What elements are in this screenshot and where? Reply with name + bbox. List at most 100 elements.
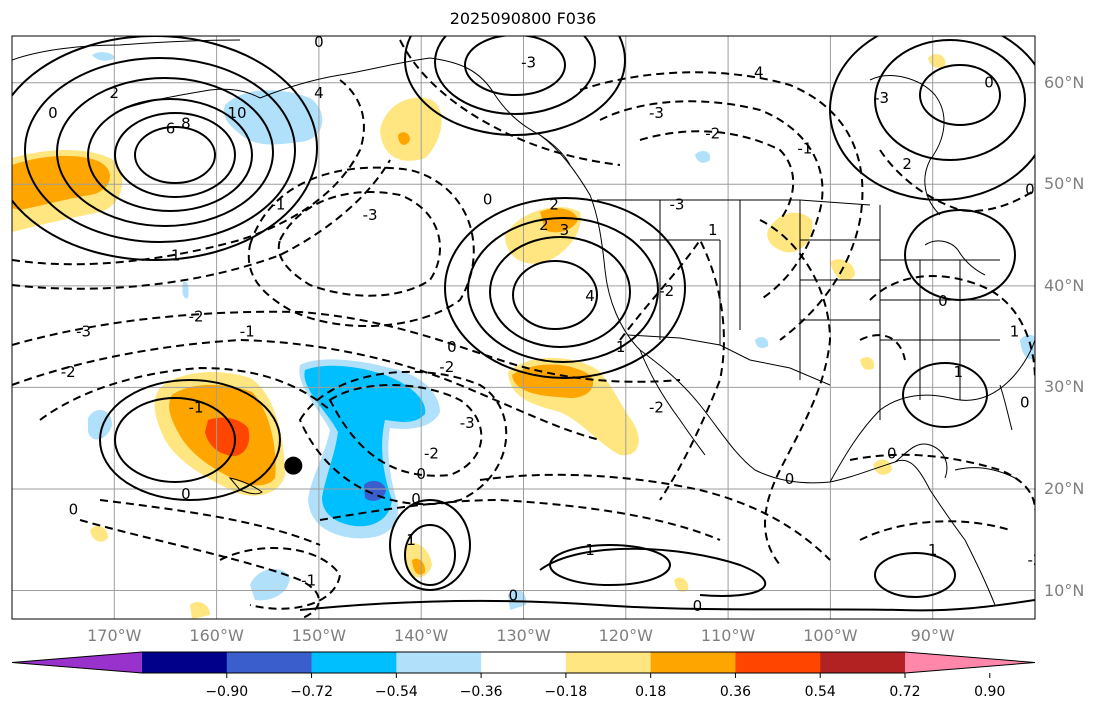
colorbar-tick-label: −0.36 [459, 684, 503, 700]
contour-label: -3 [76, 323, 91, 341]
colorbar-tick-label: 0.72 [889, 684, 921, 700]
colorbar-tick-label: −0.90 [205, 684, 249, 700]
contour-neg-north-edge [399, 39, 621, 166]
contour-label: -1 [797, 140, 812, 158]
contour-high-california-4 [444, 197, 686, 379]
colorbar-tick-label: −0.18 [544, 684, 588, 700]
contour-neg-trough-mid [759, 219, 832, 566]
contour-label: 0 [416, 465, 426, 483]
contour-neg-pac-2 [12, 338, 601, 441]
contour-neg-hawaii-low [219, 547, 342, 610]
contour-high-hudson-1 [919, 64, 1001, 126]
colorbar-tick-label: 0.54 [804, 684, 836, 700]
longitude-label: 110°W [700, 626, 756, 645]
latitude-label: 40°N [1044, 275, 1085, 295]
colorbar-tick-label: −0.72 [290, 684, 333, 700]
colorbar-segment [735, 652, 821, 673]
coastline-north-america [259, 57, 996, 606]
contour-neg-south-3 [319, 498, 721, 541]
contour-label: 1 [928, 541, 938, 559]
contour-high-north-3 [404, 36, 626, 136]
colorbar-tick-label: 0.90 [974, 684, 1006, 700]
contour-label: 6 [166, 119, 176, 137]
contour-label: 0 [938, 292, 948, 310]
contour-neg-south-2 [99, 499, 321, 546]
latitude-label: 60°N [1044, 72, 1085, 92]
shade-positive-west-core [12, 155, 111, 210]
coastline-gulf [829, 339, 1035, 483]
contour-label: 4 [754, 64, 764, 82]
contour-neg-east-1 [869, 275, 1035, 381]
contour-high-hawaii-1 [114, 397, 236, 483]
contour-label: -2 [705, 125, 720, 143]
longitude-label: 90°W [910, 626, 955, 645]
contour-label: 8 [181, 114, 191, 132]
contour-high-california-1 [512, 260, 598, 330]
contour-label: -2 [659, 282, 674, 300]
shade-positive-baja-core [512, 364, 594, 398]
longitude-label: 160°W [189, 626, 244, 645]
contour-label: -3 [460, 414, 475, 432]
shade-negative-south2 [508, 589, 527, 610]
contour-neg-west-1 [12, 79, 365, 266]
contour-neg-east-nne [879, 149, 1035, 212]
contour-label: 0 [69, 500, 79, 518]
contour-label: 1 [406, 531, 416, 549]
coastline-florida [999, 384, 1013, 431]
contour-high-gulf [902, 362, 988, 428]
shade-negative-bc [695, 150, 711, 163]
contour-label: -3 [521, 53, 536, 71]
contour-label: 1 [1010, 323, 1020, 341]
contour-label: 2 [539, 216, 549, 234]
shade-negative-central-core [304, 365, 426, 527]
colorbar-segment [565, 652, 652, 673]
contour-label: -3 [363, 206, 378, 224]
contour-label: -2 [439, 358, 454, 376]
contour-high-north-1 [464, 36, 566, 96]
shade-positive-gulf [873, 459, 892, 475]
contour-label: 4 [314, 84, 324, 102]
contour-label: -2 [1028, 551, 1043, 569]
contour-neg-carib [859, 520, 1011, 541]
colorbar-tick-label: 0.36 [719, 684, 752, 700]
contour-high-hawaii-2 [99, 379, 281, 501]
shade-positive-south [190, 601, 210, 619]
contour-label: 3 [560, 221, 570, 239]
contour-high-lakes [904, 209, 1016, 301]
latitude-label: 20°N [1044, 478, 1085, 498]
shade-negative-plains [755, 337, 769, 348]
contour-high-west-1 [134, 126, 216, 184]
contour-neg-canada-1 [599, 100, 824, 301]
contour-high-west-3 [87, 98, 253, 212]
contour-label: -3 [649, 104, 664, 122]
coastline-aleutians [119, 88, 261, 111]
contour-label: 2 [902, 155, 912, 173]
border-us-canada [597, 199, 871, 206]
storm-position-marker [284, 456, 303, 475]
contour-label: 4 [585, 287, 595, 305]
colorbar-segment [142, 652, 228, 673]
contour-label: 0 [314, 33, 324, 51]
shade-negative-alaska-small [92, 52, 115, 61]
contour-neg-south-1 [79, 519, 320, 619]
contour-label: 0 [1020, 394, 1030, 412]
contour-neg-trough-1 [328, 384, 483, 477]
contour-high-north-2 [434, 36, 596, 115]
contour-high-california-2 [489, 236, 631, 348]
contour-neg-low-gulf-1 [277, 191, 441, 297]
border-us-mexico [627, 334, 831, 386]
colorbar-extend-min [12, 652, 142, 673]
contour-label: 0 [887, 444, 897, 462]
contour-label: 0 [411, 490, 421, 508]
longitude-label: 170°W [87, 626, 142, 645]
contour-label: 1 [585, 541, 595, 559]
contour-label: 2 [110, 84, 120, 102]
contour-neg-east-2 [859, 334, 906, 361]
contour-high-itcz-1 [404, 524, 456, 586]
colorbar [11, 651, 1036, 678]
contour-label: 0 [181, 485, 191, 503]
contour-label: 0 [785, 470, 795, 488]
contour-high-east-2 [874, 552, 956, 598]
